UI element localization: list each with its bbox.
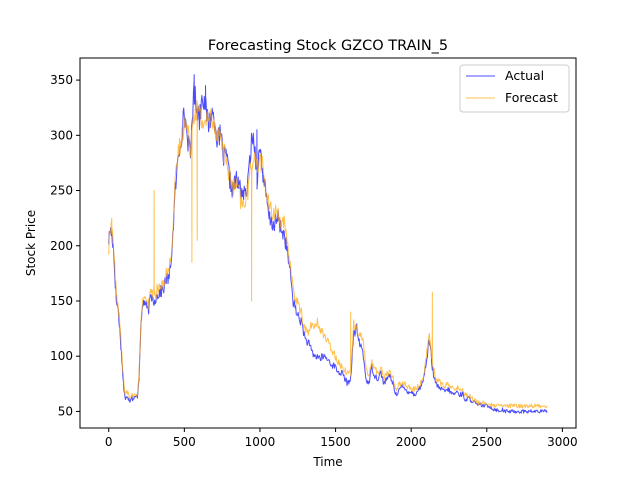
axes-frame	[79, 57, 577, 429]
series-line-actual	[108, 74, 548, 414]
x-axis-title: Time	[312, 455, 342, 469]
legend-label-forecast: Forecast	[505, 90, 558, 105]
x-tick-label: 2500	[472, 435, 503, 449]
y-tick-label: 50	[58, 404, 73, 418]
chart-title: Forecasting Stock GZCO TRAIN_5	[208, 38, 448, 54]
y-tick-label: 100	[50, 349, 73, 363]
x-tick-label: 1000	[245, 435, 276, 449]
y-axis: 50 100 150 200 250 300 350	[50, 73, 80, 418]
y-tick-label: 350	[50, 73, 73, 87]
legend-label-actual: Actual	[505, 68, 544, 83]
series-layer	[108, 74, 548, 414]
x-tick-label: 500	[173, 435, 196, 449]
y-tick-label: 300	[50, 128, 73, 142]
series-line-forecast	[108, 99, 548, 409]
x-tick-label: 0	[105, 435, 113, 449]
x-tick-label: 2000	[396, 435, 427, 449]
plot-area	[108, 74, 548, 414]
y-tick-label: 250	[50, 184, 73, 198]
legend: Actual Forecast	[459, 64, 570, 113]
legend-box	[459, 64, 570, 113]
x-tick-label: 3000	[547, 435, 578, 449]
y-tick-label: 200	[50, 239, 73, 253]
y-tick-label: 150	[50, 294, 73, 308]
x-axis: 0 500 1000 1500 2000 2500 3000	[105, 428, 578, 449]
y-axis-title: Stock Price	[24, 210, 38, 276]
x-tick-label: 1500	[320, 435, 351, 449]
